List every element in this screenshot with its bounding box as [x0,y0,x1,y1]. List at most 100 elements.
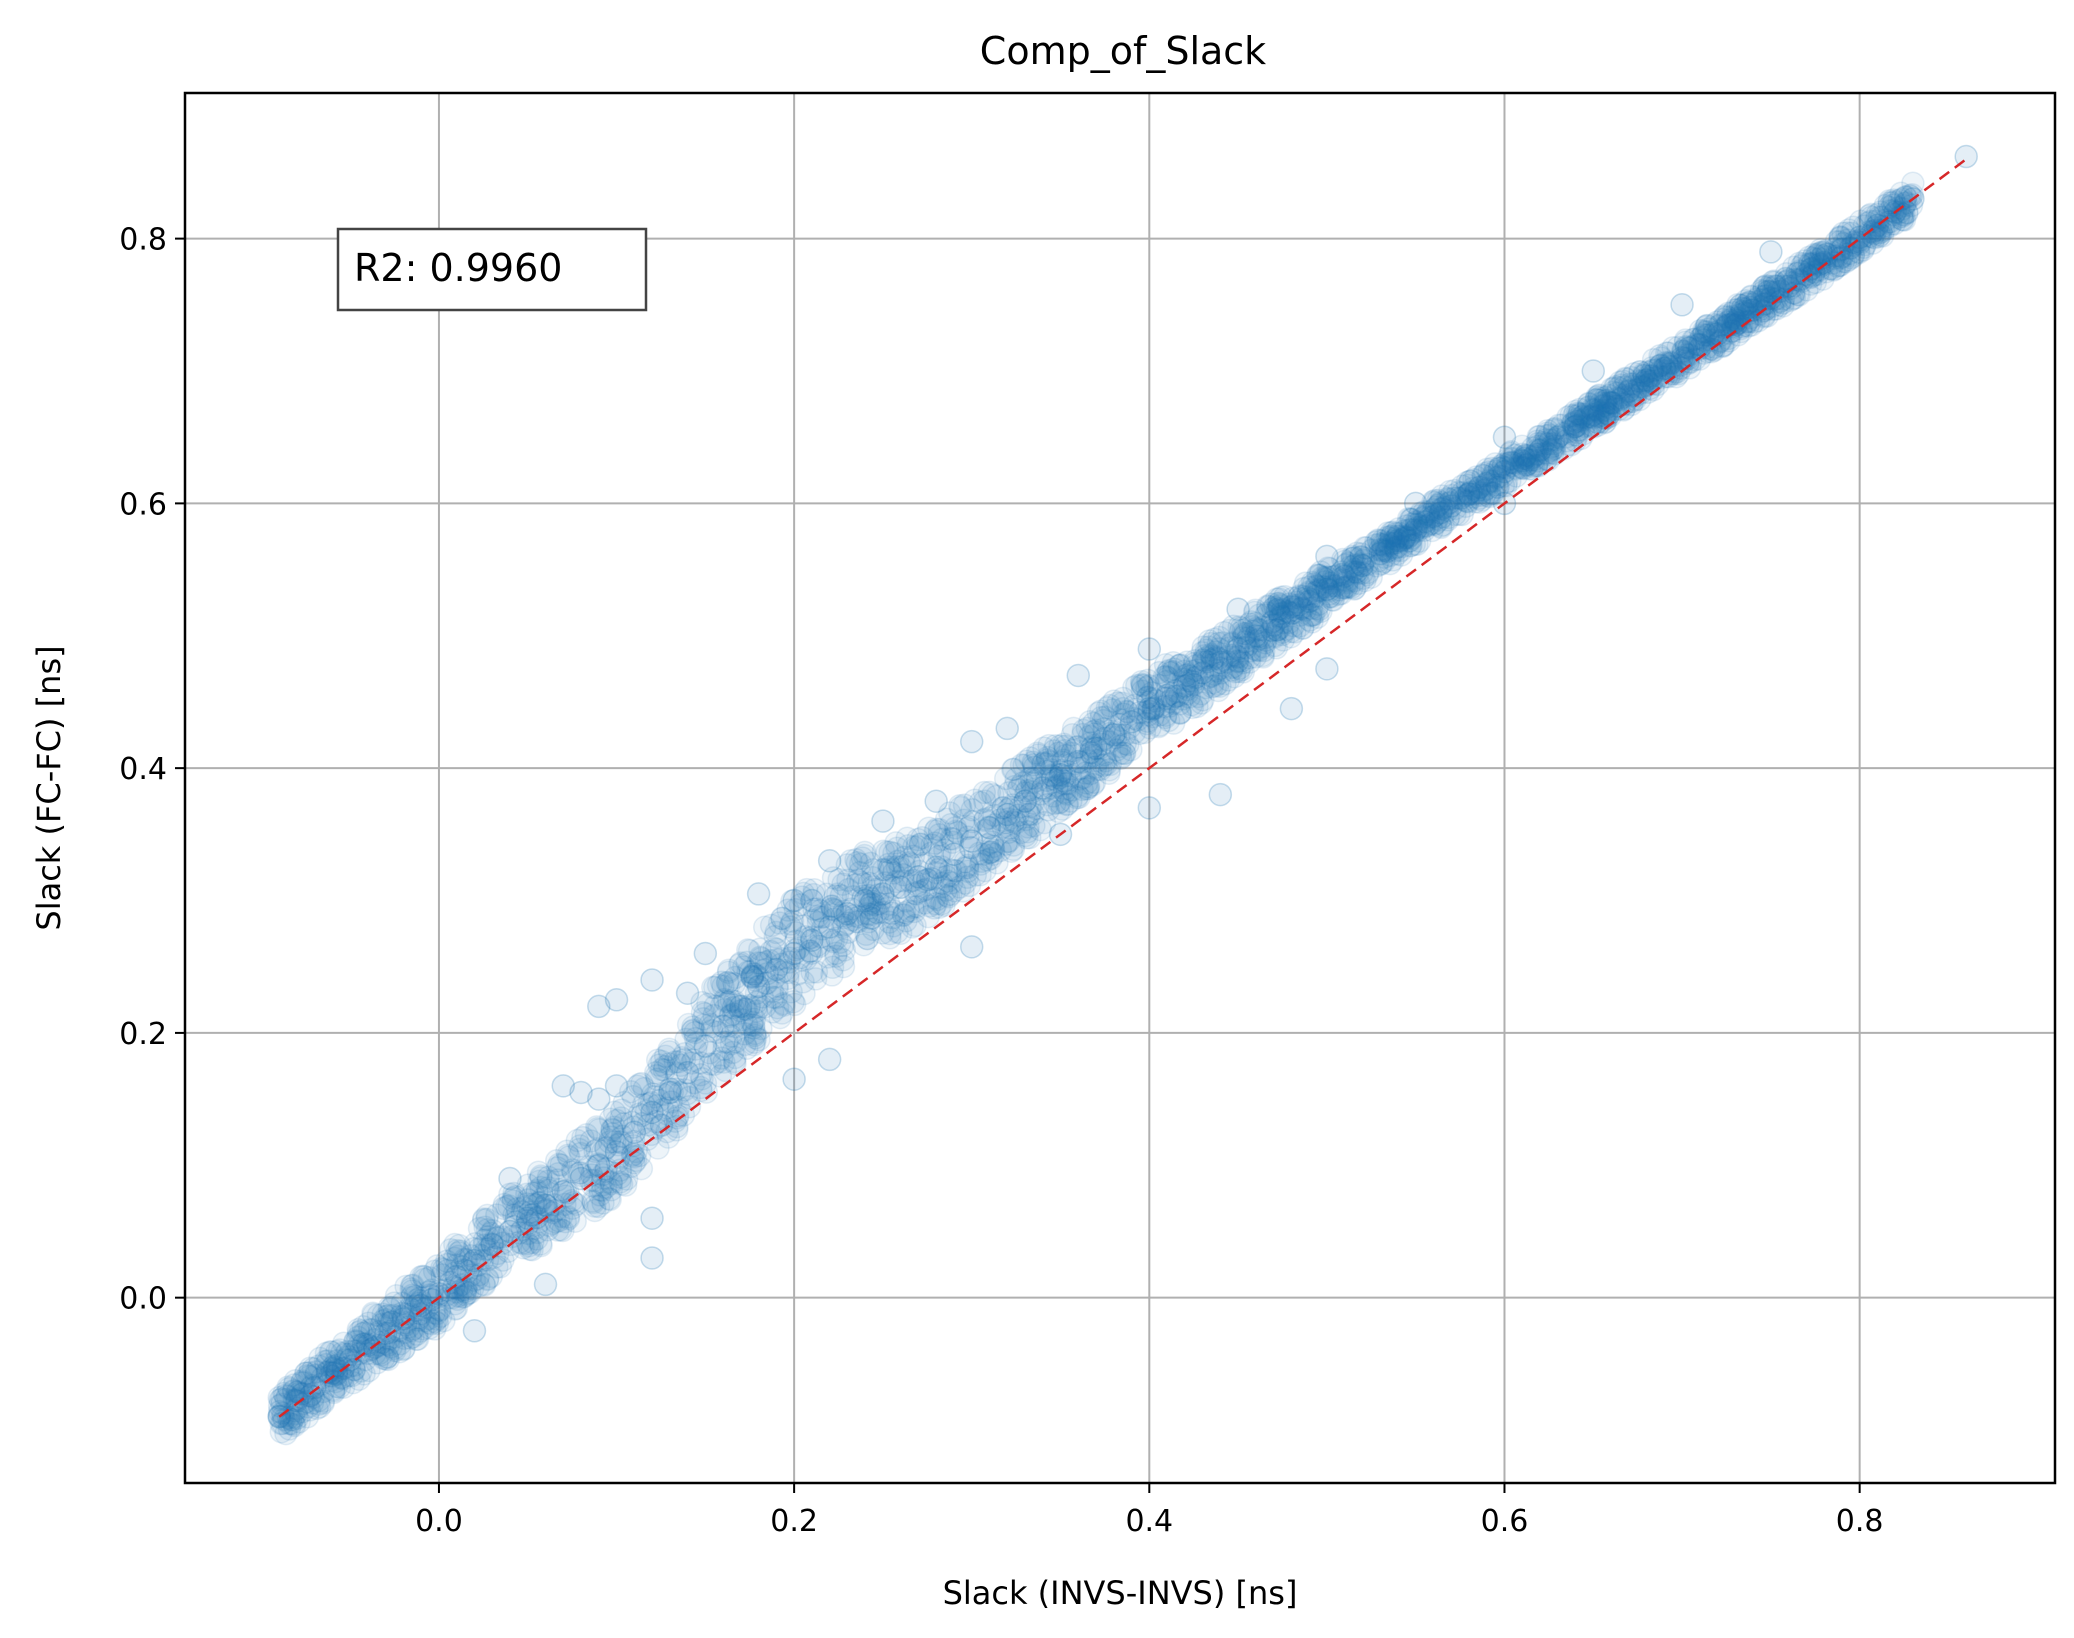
scatter-point [1836,228,1860,252]
scatter-point [1480,456,1504,481]
scatter-point [1504,457,1528,481]
scatter-point [373,1321,398,1346]
scatter-point [693,941,718,966]
scatter-point [1098,752,1123,777]
scatter-point [1720,304,1745,329]
scatter-point [743,968,767,992]
y-tick-label: 0.4 [119,752,167,787]
scatter-point [1275,617,1299,641]
scatter-point [1454,483,1479,508]
scatter-point [839,897,864,921]
scatter-point [1236,632,1261,657]
scatter-point [1315,577,1340,601]
scatter-point [1018,746,1043,770]
scatter-point [864,900,888,924]
scatter-point [1450,474,1474,498]
scatter-point [1193,675,1218,700]
scatter-point [743,1023,767,1048]
scatter-point [1078,731,1103,755]
scatter-point [1567,403,1591,427]
scatter-point [1340,560,1365,584]
scatter-point [1159,681,1183,706]
scatter-point [467,1216,492,1241]
scatter-point [770,906,794,931]
scatter-point [1229,649,1254,673]
scatter-point [1891,196,1915,221]
scatter-point [1168,701,1192,725]
scatter-point [533,1272,558,1297]
scatter-point [1112,741,1136,765]
scatter-point [1835,221,1859,245]
scatter-point [1237,645,1262,670]
scatter-point [733,1032,757,1057]
scatter-point [1728,303,1752,327]
scatter-point [1636,372,1660,397]
scatter-point [581,1189,605,1213]
scatter-point [1381,520,1406,544]
scatter-point [1443,502,1467,527]
scatter-point [1834,249,1858,274]
scatter-point [1364,533,1388,557]
scatter-point [419,1312,443,1336]
scatter-point [740,965,765,990]
scatter-point [1021,802,1045,826]
scatter-point [997,807,1021,831]
scatter-point [917,894,942,918]
scatter-point [581,1190,606,1215]
scatter-point [481,1218,505,1243]
scatter-point [1412,505,1436,529]
scatter-point [1336,551,1360,576]
scatter-point [587,1118,611,1142]
scatter-point [607,1145,631,1170]
scatter-point [804,960,829,984]
scatter-point [677,1085,701,1110]
scatter-point [1071,718,1096,743]
scatter-point [1300,603,1325,627]
scatter-point [291,1381,315,1406]
scatter-point [1677,336,1701,360]
scatter-point [1498,451,1522,475]
scatter-point [1721,306,1745,330]
scatter-point [1668,353,1692,377]
scatter-point [930,871,954,895]
scatter-point [1265,598,1289,622]
scatter-point [1787,251,1811,276]
scatter-point [1366,549,1391,573]
scatter-point [977,780,1002,805]
scatter-point [1710,307,1734,332]
scatter-point [798,939,822,963]
scatter-point [1399,507,1423,532]
scatter-point [1255,594,1280,618]
scatter-point [1398,507,1422,532]
scatter-point [703,994,727,1018]
scatter-point [948,795,973,820]
scatter-point [504,1209,528,1234]
scatter-point [1858,224,1882,248]
scatter-point [1052,732,1076,757]
scatter-point [1830,244,1854,268]
scatter-point [1639,363,1664,388]
scatter-point [805,897,829,921]
scatter-point [1301,572,1326,596]
scatter-point [1083,722,1107,746]
scatter-point [1587,383,1612,407]
scatter-point [794,947,818,971]
scatter-point [1745,287,1770,312]
scatter-point [912,851,936,875]
scatter-point [841,885,866,909]
scatter-point [604,1140,629,1164]
scatter-point [1399,517,1424,542]
scatter-point [378,1319,403,1344]
scatter-point [1194,645,1218,670]
scatter-point [1122,706,1147,731]
scatter-point [1639,364,1664,389]
scatter-point [645,1094,670,1118]
scatter-point [1524,442,1548,467]
scatter-point [475,1207,499,1232]
scatter-point [502,1181,526,1206]
scatter-point [475,1267,500,1292]
scatter-point [705,1020,730,1044]
scatter-point [452,1284,477,1309]
scatter-point [1212,620,1236,645]
scatter-point [1765,274,1790,299]
